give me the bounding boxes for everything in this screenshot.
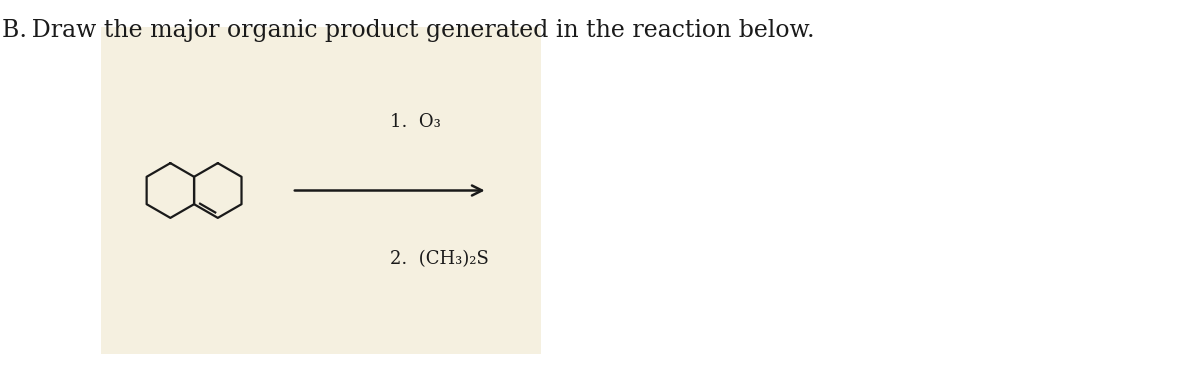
- Text: 1.  O₃: 1. O₃: [390, 113, 440, 131]
- FancyBboxPatch shape: [101, 27, 541, 354]
- Text: 2.  (CH₃)₂S: 2. (CH₃)₂S: [390, 250, 488, 268]
- Text: B. Draw the major organic product generated in the reaction below.: B. Draw the major organic product genera…: [2, 19, 815, 42]
